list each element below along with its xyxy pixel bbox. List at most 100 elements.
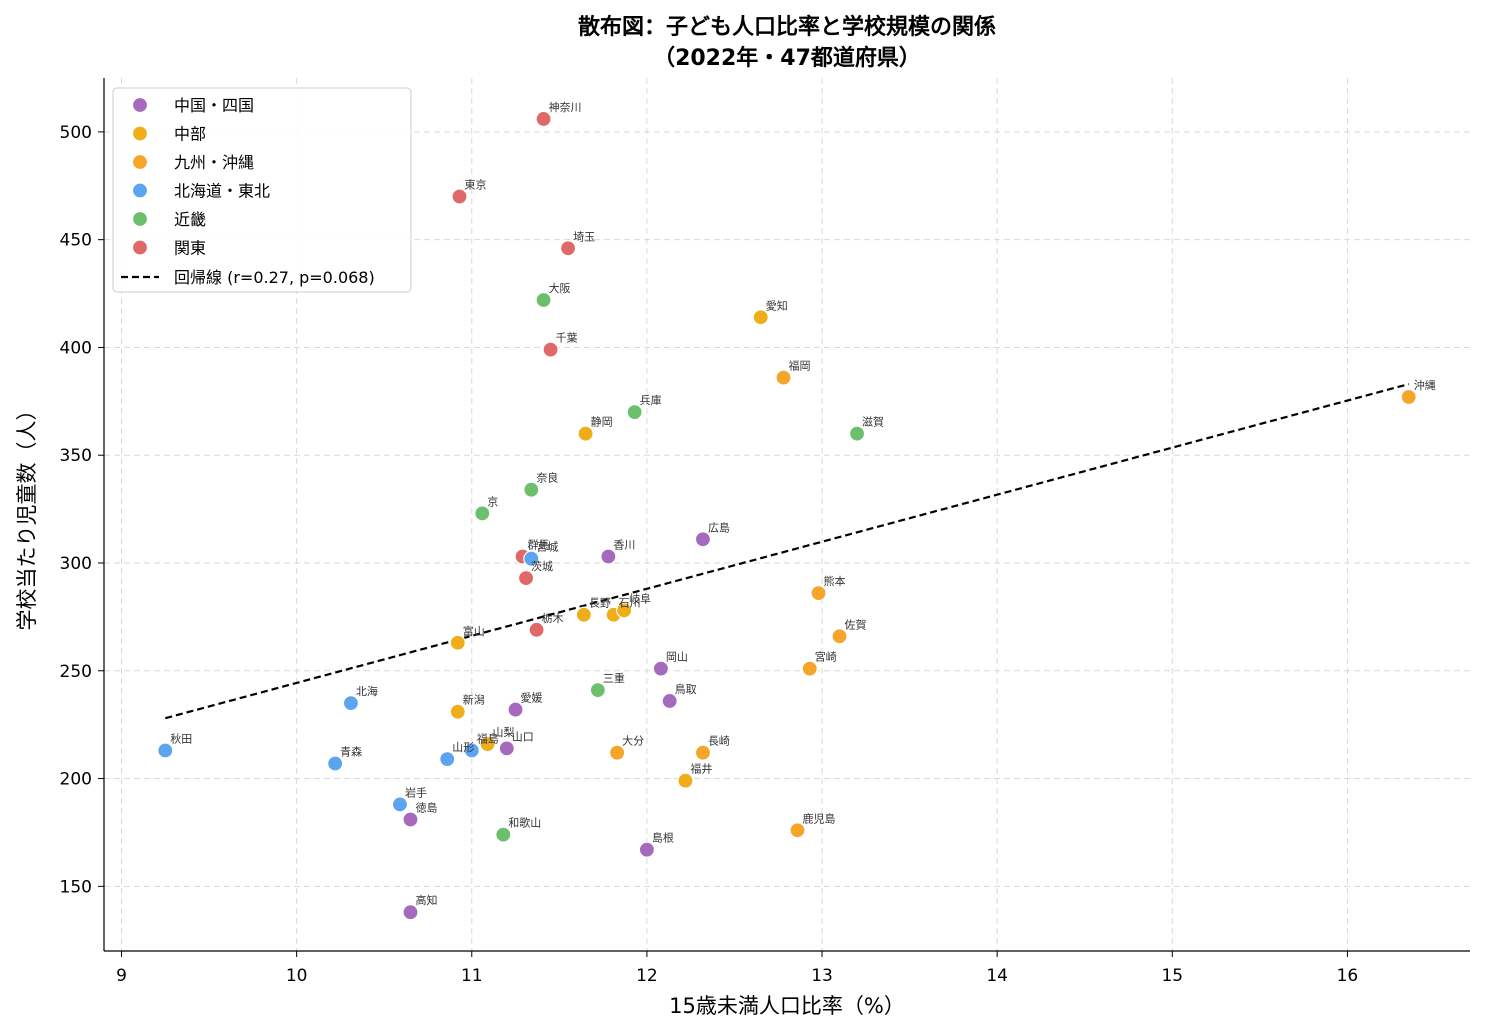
x-tick-label: 14 xyxy=(986,966,1008,986)
data-point-label: 栃木 xyxy=(542,611,564,625)
data-point xyxy=(439,751,456,768)
data-point xyxy=(542,341,559,358)
legend-box xyxy=(112,87,412,293)
data-point xyxy=(609,744,626,761)
y-tick-label: 250 xyxy=(60,662,92,682)
data-point xyxy=(449,634,466,651)
data-point-label: 大阪 xyxy=(549,281,571,295)
y-tick-label: 350 xyxy=(60,446,92,466)
data-point xyxy=(528,621,545,638)
data-point-label: 鹿児島 xyxy=(803,811,836,825)
data-point xyxy=(157,742,174,759)
y-tick-label: 500 xyxy=(60,123,92,143)
data-point xyxy=(600,548,617,565)
data-point xyxy=(451,188,468,205)
legend-marker xyxy=(131,153,149,171)
data-point xyxy=(463,742,480,759)
data-point-label: 滋賀 xyxy=(862,416,884,429)
data-point xyxy=(638,841,655,858)
data-point-label: 佐賀 xyxy=(845,617,867,631)
data-point xyxy=(831,628,848,645)
legend-label: 九州・沖縄 xyxy=(174,153,254,172)
data-point-label: 三重 xyxy=(603,671,625,685)
y-tick-label: 450 xyxy=(60,231,92,251)
legend-marker xyxy=(131,125,149,142)
data-point-label: 熊本 xyxy=(824,574,846,588)
data-point xyxy=(694,531,712,548)
data-point xyxy=(1400,388,1417,406)
x-tick-label: 12 xyxy=(636,966,658,986)
x-tick-label: 13 xyxy=(811,966,833,986)
legend-regression-label: 回帰線 (r=0.27, p=0.068) xyxy=(174,268,375,287)
data-point xyxy=(577,425,594,442)
data-point xyxy=(523,481,540,498)
data-point xyxy=(402,904,419,921)
axes xyxy=(103,78,1470,952)
data-point-label: 山口 xyxy=(512,730,534,743)
data-point xyxy=(652,660,670,677)
regression-line xyxy=(165,383,1409,720)
x-tick-label: 11 xyxy=(461,966,483,986)
data-point-label: 福岡 xyxy=(788,359,810,373)
y-tick-label: 150 xyxy=(60,877,92,897)
legend-label: 中部 xyxy=(174,125,206,144)
legend-label: 関東 xyxy=(174,239,206,258)
data-point xyxy=(517,569,535,587)
data-point-label: 徳島 xyxy=(415,801,437,815)
legend-marker xyxy=(131,182,149,199)
ticks: 9 10 11 12 13 14 15 16 150 200 250 300 350 400 450 500 xyxy=(60,123,1359,986)
data-point xyxy=(789,822,806,839)
data-point-label: 長野 xyxy=(589,597,611,610)
data-point-label: 大分 xyxy=(622,734,644,748)
data-point xyxy=(677,772,694,789)
data-point-label: 鳥取 xyxy=(675,682,697,696)
data-point-label: 富山 xyxy=(463,624,485,638)
data-point-label: 岩手 xyxy=(405,785,427,799)
data-point xyxy=(535,110,552,128)
y-tick-label: 400 xyxy=(60,338,92,358)
data-point-label: 神奈川 xyxy=(549,100,582,114)
points-layer xyxy=(157,110,1417,921)
data-point-label: 石川 xyxy=(619,597,641,610)
x-axis-label: 15歳未満人口比率（%） xyxy=(669,994,905,1018)
data-point-label: 静岡 xyxy=(591,415,613,429)
data-point xyxy=(661,692,678,710)
data-point xyxy=(342,695,360,712)
data-point xyxy=(626,404,643,421)
data-point xyxy=(449,703,466,720)
chart-title-line2: （2022年・47都道府県） xyxy=(653,45,921,71)
legend-marker xyxy=(131,210,149,228)
x-tick-label: 10 xyxy=(286,966,308,986)
legend-label: 北海道・東北 xyxy=(174,182,270,201)
data-point-label: 京 xyxy=(487,494,498,508)
data-point-label: 兵庫 xyxy=(640,393,662,407)
data-point-label: 山形 xyxy=(452,741,474,754)
data-point-label: 埼玉 xyxy=(573,229,595,243)
data-point-label: 香川 xyxy=(613,539,635,552)
y-tick-label: 200 xyxy=(60,770,92,790)
data-point xyxy=(616,602,633,619)
data-point-label: 宮城 xyxy=(536,540,558,554)
data-point xyxy=(575,606,592,623)
data-point-label: 愛知 xyxy=(766,298,788,312)
data-point-label: 沖縄 xyxy=(1414,378,1436,392)
x-tick-label: 9 xyxy=(116,966,127,986)
data-point-label: 群馬 xyxy=(528,538,550,552)
data-point-label: 福井 xyxy=(690,762,712,776)
chart-title-line1: 散布図：子ども人口比率と学校規模の関係 xyxy=(578,14,996,40)
data-point-label: 奈良 xyxy=(536,471,558,485)
data-point-label: 山梨 xyxy=(493,725,515,739)
data-point xyxy=(848,425,866,442)
data-point xyxy=(507,701,524,718)
data-point xyxy=(694,744,712,761)
data-point xyxy=(523,550,540,567)
data-point xyxy=(327,755,344,772)
data-point xyxy=(801,660,818,677)
data-point-label: 宮崎 xyxy=(815,650,837,664)
data-point xyxy=(474,505,491,522)
data-point-label: 長崎 xyxy=(708,734,730,748)
